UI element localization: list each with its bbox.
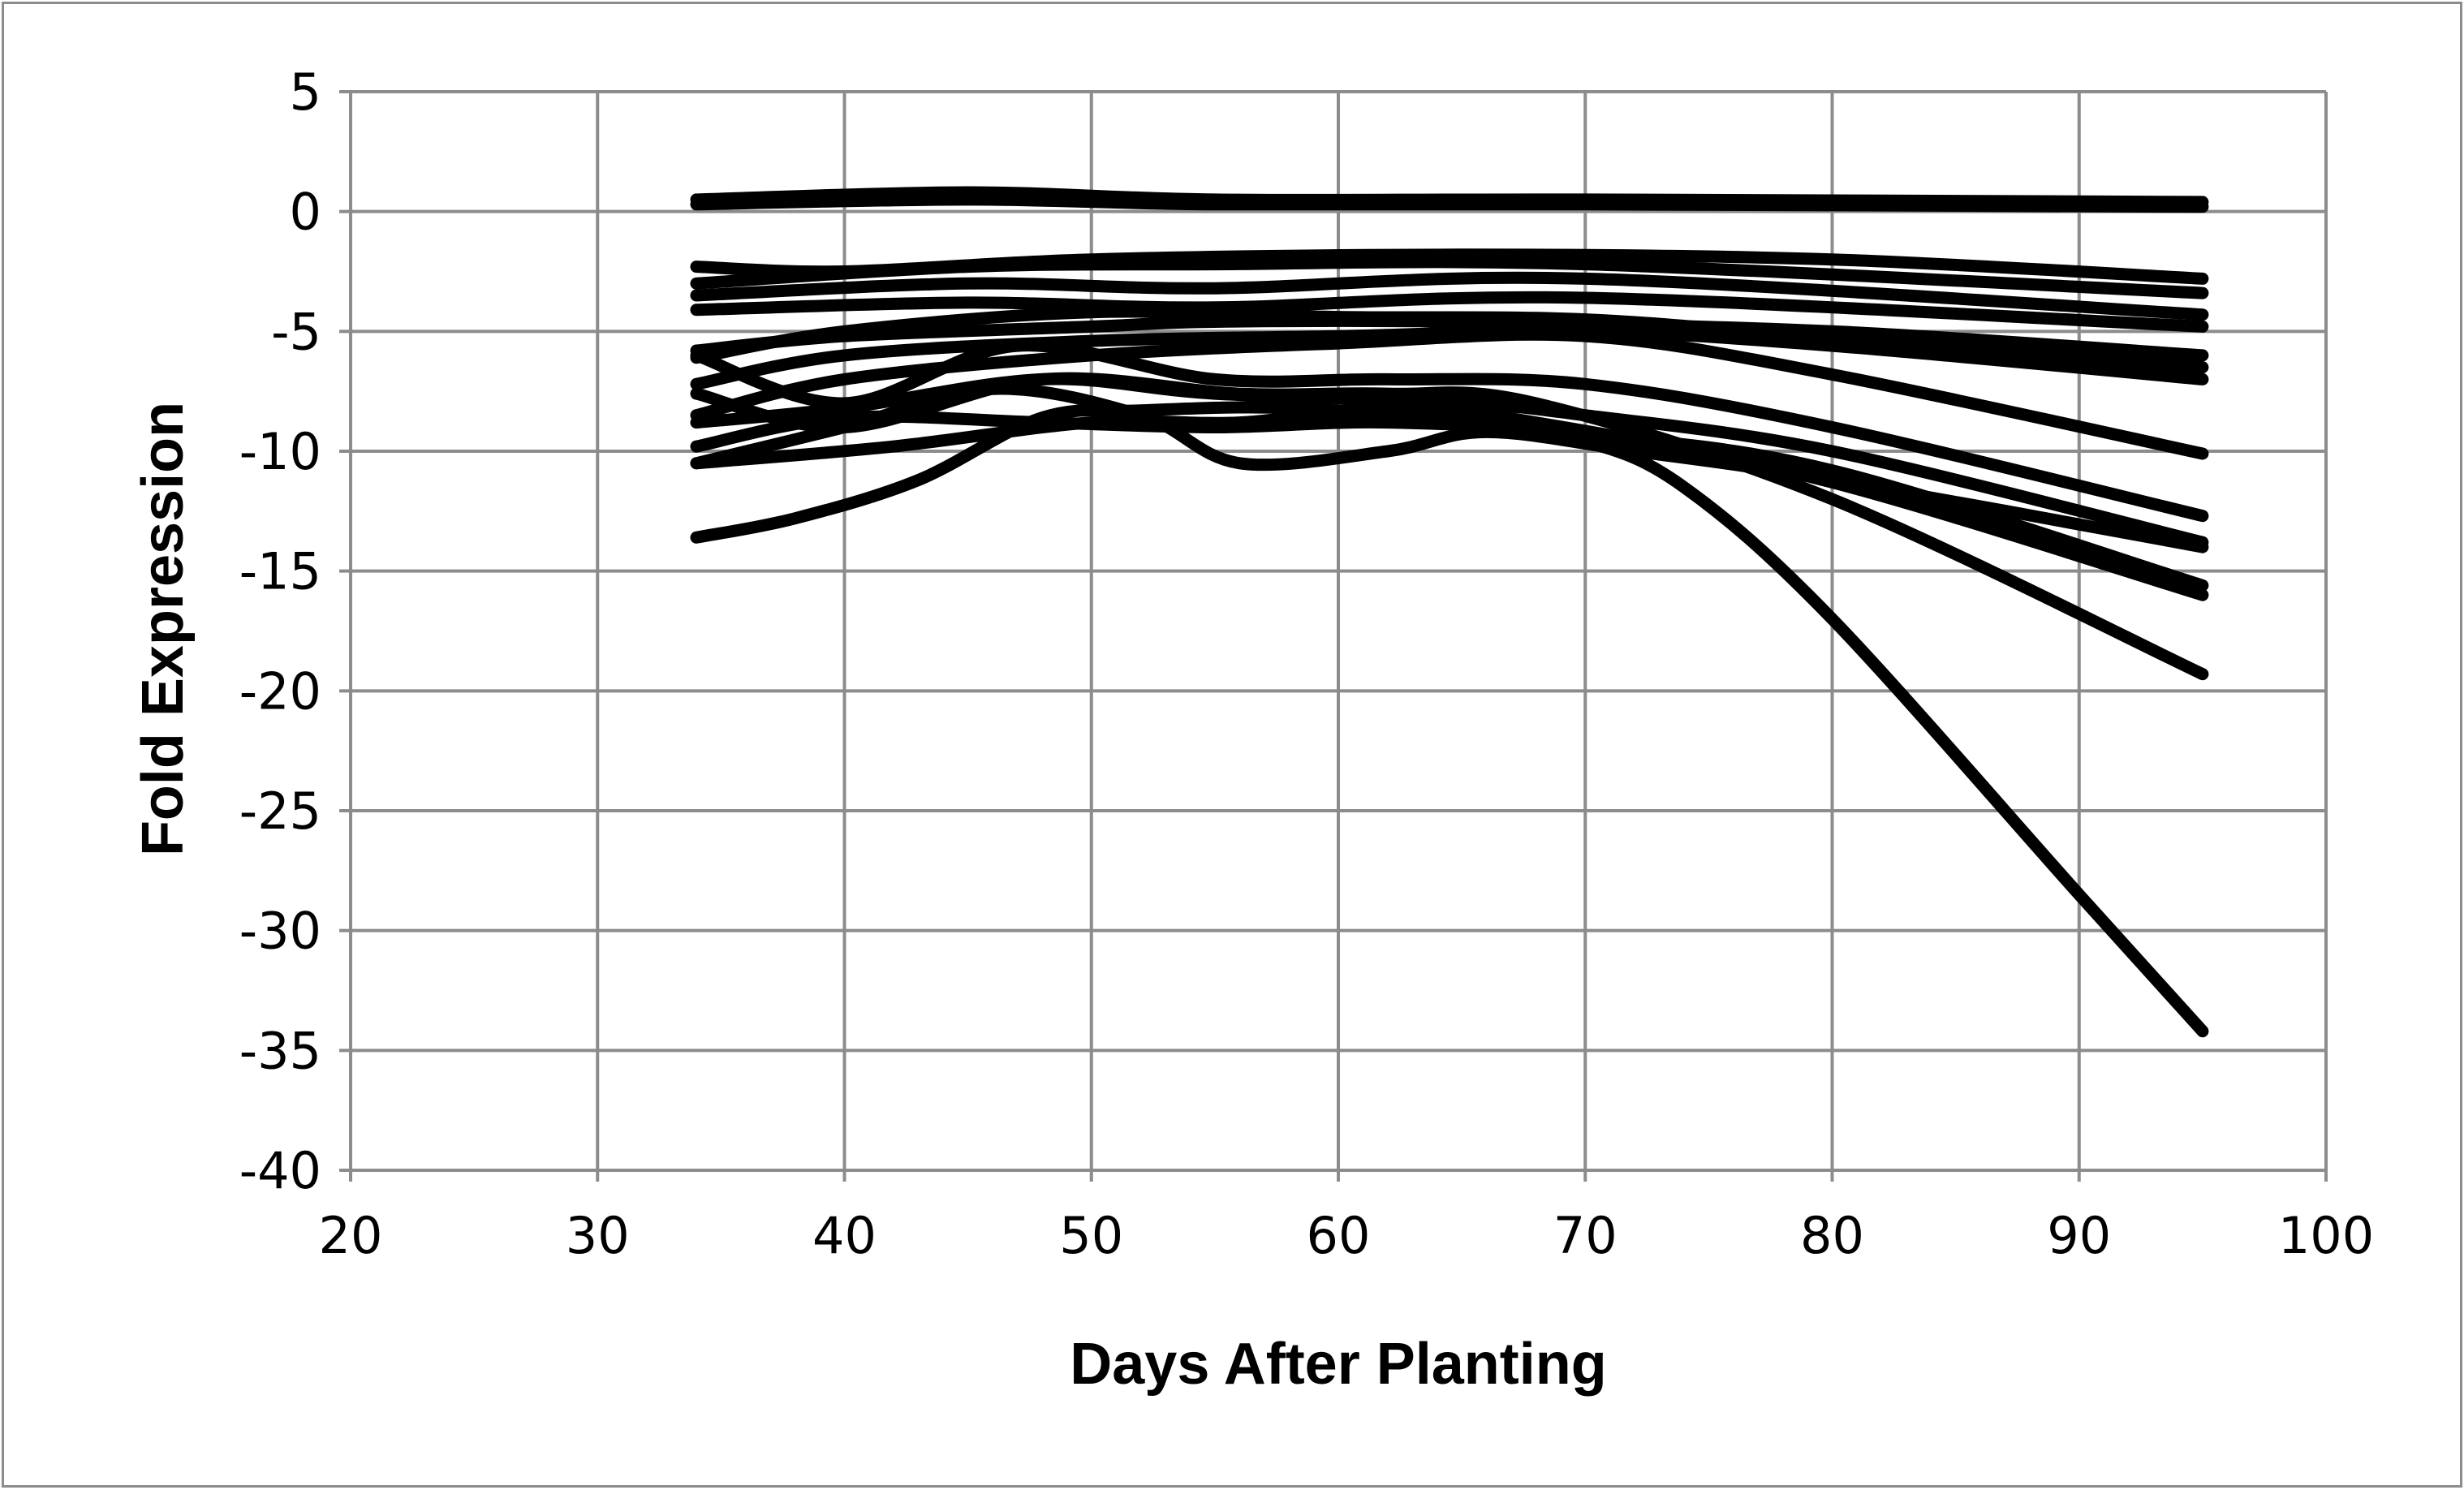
- series-line-series-8: [690, 305, 2209, 374]
- x-tick-label: 60: [1307, 1206, 1371, 1265]
- series-line-series-17: [690, 401, 2209, 1038]
- x-tick-label: 50: [1059, 1206, 1123, 1265]
- x-tick-label: 100: [2278, 1206, 2374, 1265]
- series-line-series-2: [690, 193, 2209, 213]
- series-group: [690, 186, 2209, 1038]
- series-line-series-10: [690, 328, 2209, 460]
- x-tick-label: 80: [1800, 1206, 1864, 1265]
- y-tick-label: -40: [239, 1141, 321, 1200]
- y-tick-label: 0: [290, 183, 321, 242]
- y-tick-label: -15: [239, 542, 321, 601]
- x-tick-label: 40: [812, 1206, 877, 1265]
- y-tick-label: -5: [271, 302, 321, 361]
- x-tick-label: 20: [319, 1206, 383, 1265]
- series-line-series-4: [690, 256, 2209, 299]
- series-line-series-5: [690, 271, 2209, 321]
- y-tick-label: -35: [239, 1021, 321, 1080]
- series-line-series-11: [690, 339, 2209, 523]
- x-tick-label: 90: [2047, 1206, 2111, 1265]
- y-tick-label: -10: [239, 422, 321, 481]
- y-tick-label: -30: [239, 902, 321, 961]
- series-line-series-12: [690, 372, 2209, 549]
- x-tick-label: 70: [1553, 1206, 1618, 1265]
- y-tick-label: 5: [290, 62, 321, 122]
- series-line-series-9: [690, 325, 2209, 390]
- y-axis-title: Fold Expression: [131, 402, 196, 856]
- y-tick-label: -25: [239, 782, 321, 841]
- x-axis-title: Days After Planting: [1070, 1332, 1606, 1397]
- y-tick-labels: 5 0 -5 -10 -15 -20 -25 -30 -35 -40: [239, 62, 321, 1200]
- series-line-series-6: [690, 291, 2209, 333]
- x-tick-label: 30: [566, 1206, 630, 1265]
- y-tick-label: -20: [239, 661, 321, 721]
- series-line-series-16: [690, 372, 2209, 681]
- line-chart: 20 30 40 50 60 70 80 90 100 50-5-10-15-20-25-30-…: [131, 62, 2375, 1397]
- x-tick-labels: 20 30 40 50 60 70 80 90 100: [319, 1206, 2375, 1265]
